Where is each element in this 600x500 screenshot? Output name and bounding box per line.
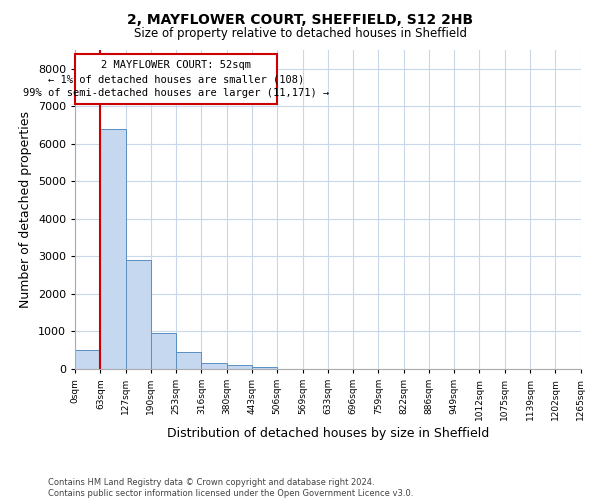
Text: 2, MAYFLOWER COURT, SHEFFIELD, S12 2HB: 2, MAYFLOWER COURT, SHEFFIELD, S12 2HB xyxy=(127,12,473,26)
Bar xyxy=(125,260,151,369)
Text: Contains HM Land Registry data © Crown copyright and database right 2024.
Contai: Contains HM Land Registry data © Crown c… xyxy=(48,478,413,498)
Y-axis label: Number of detached properties: Number of detached properties xyxy=(19,111,32,308)
Bar xyxy=(75,350,100,369)
Text: Size of property relative to detached houses in Sheffield: Size of property relative to detached ho… xyxy=(133,28,467,40)
Text: 2 MAYFLOWER COURT: 52sqm
← 1% of detached houses are smaller (108)
99% of semi-d: 2 MAYFLOWER COURT: 52sqm ← 1% of detache… xyxy=(23,60,329,98)
Bar xyxy=(202,364,227,369)
Bar xyxy=(151,334,176,369)
Bar xyxy=(227,365,252,369)
X-axis label: Distribution of detached houses by size in Sheffield: Distribution of detached houses by size … xyxy=(167,427,489,440)
Bar xyxy=(252,366,277,369)
Bar xyxy=(100,129,125,369)
Bar xyxy=(176,352,202,369)
FancyBboxPatch shape xyxy=(75,54,277,104)
